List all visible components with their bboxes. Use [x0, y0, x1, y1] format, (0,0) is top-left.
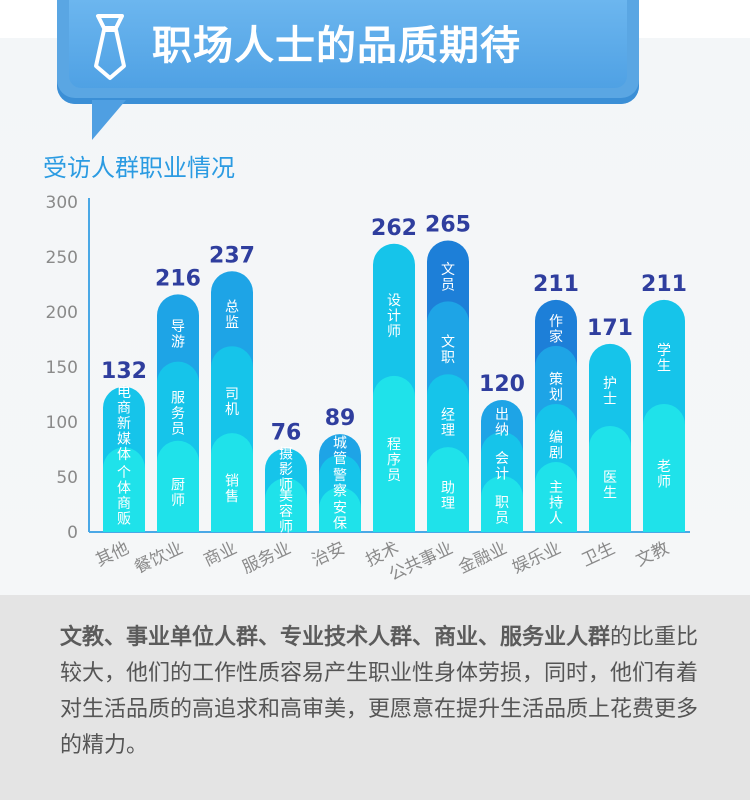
bar-base: [643, 510, 685, 532]
segment-label: 学生: [657, 343, 671, 375]
title-banner: [57, 0, 639, 104]
y-tick-label: 250: [46, 248, 78, 268]
segment-label: 文职: [441, 335, 455, 367]
summary-rest: 的比重比较大，他们的工作性质容易产生职业性身体劳损，同时，他们有着对生活品质的高…: [60, 625, 699, 758]
x-tick-label: 餐饮业: [131, 538, 186, 578]
segment-label: 个体商贩: [117, 465, 131, 527]
y-tick-label: 150: [46, 358, 78, 378]
summary-bold: 文教、事业单位人群、专业技术人群、商业、服务业人群: [60, 625, 611, 650]
segment-label: 作家: [549, 314, 563, 346]
bar-segment: [211, 433, 253, 532]
segment-label: 司机: [225, 387, 239, 419]
segment-label: 经理: [441, 408, 455, 440]
segment-label: 会计: [495, 451, 509, 483]
tie-icon: [94, 14, 126, 80]
segment-label: 护士: [603, 376, 617, 408]
segment-label: 主持人: [549, 480, 563, 527]
x-tick-label: 娱乐业: [509, 538, 564, 578]
segment-label: 城管: [333, 435, 347, 467]
segment-label: 摄影师: [279, 446, 293, 493]
bar-segment: [373, 375, 415, 532]
bar: 助理 经理 文职 文员 265: [425, 213, 471, 532]
bar: 主持人 编剧 策划 作家 211: [533, 272, 579, 532]
bar-base: [535, 510, 577, 532]
value-label: 262: [371, 216, 417, 241]
segment-label: 总监: [225, 300, 239, 332]
value-label: 171: [587, 316, 633, 341]
y-tick-label: 100: [46, 413, 78, 433]
bar-base: [373, 510, 415, 532]
bar: 医生 护士 171: [587, 316, 633, 532]
segment-label: 策划: [549, 371, 563, 404]
segment-label: 设计师: [387, 293, 401, 340]
y-tick-label: 50: [56, 468, 78, 488]
bar: 职员 会计 出纳 120: [479, 372, 525, 532]
segment-label: 电商新媒体: [117, 385, 131, 463]
summary-text: 文教、事业单位人群、专业技术人群、商业、服务业人群的比重比较大，他们的工作性质容…: [60, 620, 700, 764]
y-tick-label: 200: [46, 303, 78, 323]
chart-title: 受访人群职业情况: [43, 154, 235, 182]
segment-label: 安保: [333, 501, 347, 533]
segment-label: 出纳: [495, 407, 509, 439]
segment-label: 医生: [603, 470, 617, 502]
value-label: 89: [325, 406, 356, 431]
page-title: 职场人士的品质期待: [152, 23, 521, 69]
segment-label: 导游: [171, 319, 185, 351]
segment-label: 编剧: [549, 430, 563, 462]
segment-label: 销售: [225, 473, 239, 505]
bar-base: [427, 510, 469, 532]
x-tick-label: 治安: [309, 538, 348, 570]
segment-label: 职员: [495, 495, 509, 527]
bar-base: [211, 510, 253, 532]
title-banner-inner: [69, 0, 627, 88]
x-tick-label: 卫生: [579, 538, 618, 570]
y-tick-label: 0: [67, 523, 78, 543]
x-tick-label: 商业: [201, 538, 240, 570]
value-label: 211: [641, 272, 687, 297]
segment-label: 厨师: [171, 477, 185, 509]
value-label: 120: [479, 372, 525, 397]
segment-label: 程序员: [387, 437, 401, 484]
bar-base: [481, 510, 523, 532]
x-tick-label: 文教: [633, 538, 672, 570]
banner-pointer: [92, 100, 126, 140]
bar-base: [157, 510, 199, 532]
bar-segment: [643, 403, 685, 532]
y-tick-label: 300: [46, 193, 78, 213]
segment-label: 服务员: [171, 390, 185, 437]
bar-segment: [589, 425, 631, 532]
x-tick-label: 金融业: [455, 538, 510, 578]
x-tick-label: 其他: [93, 538, 132, 570]
bar-base: [265, 510, 307, 532]
bar-base: [319, 510, 361, 532]
value-label: 211: [533, 272, 579, 297]
bar: 销售 司机 总监 237: [209, 243, 255, 532]
bar-segment: [157, 440, 199, 532]
value-label: 76: [271, 420, 302, 445]
segment-label: 美容师: [279, 488, 293, 535]
bar-base: [103, 510, 145, 532]
value-label: 216: [155, 266, 201, 291]
segment-label: 老师: [657, 459, 671, 491]
segment-label: 助理: [441, 480, 455, 512]
segment-label: 文员: [441, 262, 455, 294]
bar: 老师 学生 211: [641, 272, 687, 532]
segment-label: 警察: [333, 468, 347, 500]
bar: 程序员 设计师 262: [371, 216, 417, 533]
bar-base: [589, 510, 631, 532]
value-label: 132: [101, 359, 147, 384]
summary-background: [0, 595, 750, 800]
value-label: 237: [209, 243, 255, 268]
value-label: 265: [425, 213, 471, 238]
bar: 厨师 服务员 导游 216: [155, 266, 201, 532]
x-tick-label: 服务业: [239, 538, 294, 578]
